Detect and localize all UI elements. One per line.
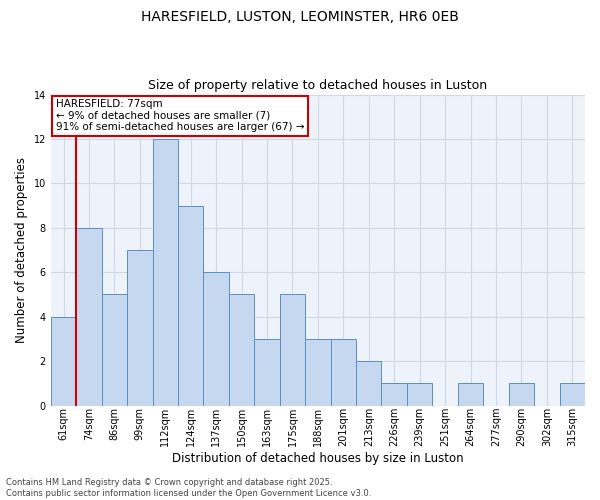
Bar: [152, 139, 178, 406]
Bar: [560, 384, 585, 406]
Bar: [382, 384, 407, 406]
Bar: [229, 294, 254, 406]
Text: HARESFIELD: 77sqm
← 9% of detached houses are smaller (7)
91% of semi-detached h: HARESFIELD: 77sqm ← 9% of detached house…: [56, 99, 305, 132]
Bar: [305, 339, 331, 406]
Y-axis label: Number of detached properties: Number of detached properties: [15, 157, 28, 343]
Bar: [458, 384, 483, 406]
Text: Contains HM Land Registry data © Crown copyright and database right 2025.
Contai: Contains HM Land Registry data © Crown c…: [6, 478, 371, 498]
Bar: [76, 228, 101, 406]
Bar: [178, 206, 203, 406]
Title: Size of property relative to detached houses in Luston: Size of property relative to detached ho…: [148, 79, 487, 92]
Bar: [127, 250, 152, 406]
Bar: [51, 316, 76, 406]
Bar: [509, 384, 534, 406]
Bar: [280, 294, 305, 406]
Bar: [331, 339, 356, 406]
Bar: [356, 361, 382, 406]
Text: HARESFIELD, LUSTON, LEOMINSTER, HR6 0EB: HARESFIELD, LUSTON, LEOMINSTER, HR6 0EB: [141, 10, 459, 24]
Bar: [203, 272, 229, 406]
Bar: [407, 384, 433, 406]
Bar: [254, 339, 280, 406]
X-axis label: Distribution of detached houses by size in Luston: Distribution of detached houses by size …: [172, 452, 464, 465]
Bar: [101, 294, 127, 406]
